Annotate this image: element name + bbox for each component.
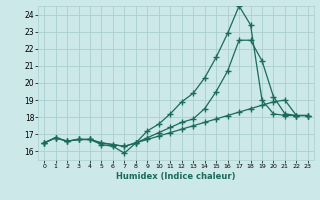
X-axis label: Humidex (Indice chaleur): Humidex (Indice chaleur) xyxy=(116,172,236,181)
